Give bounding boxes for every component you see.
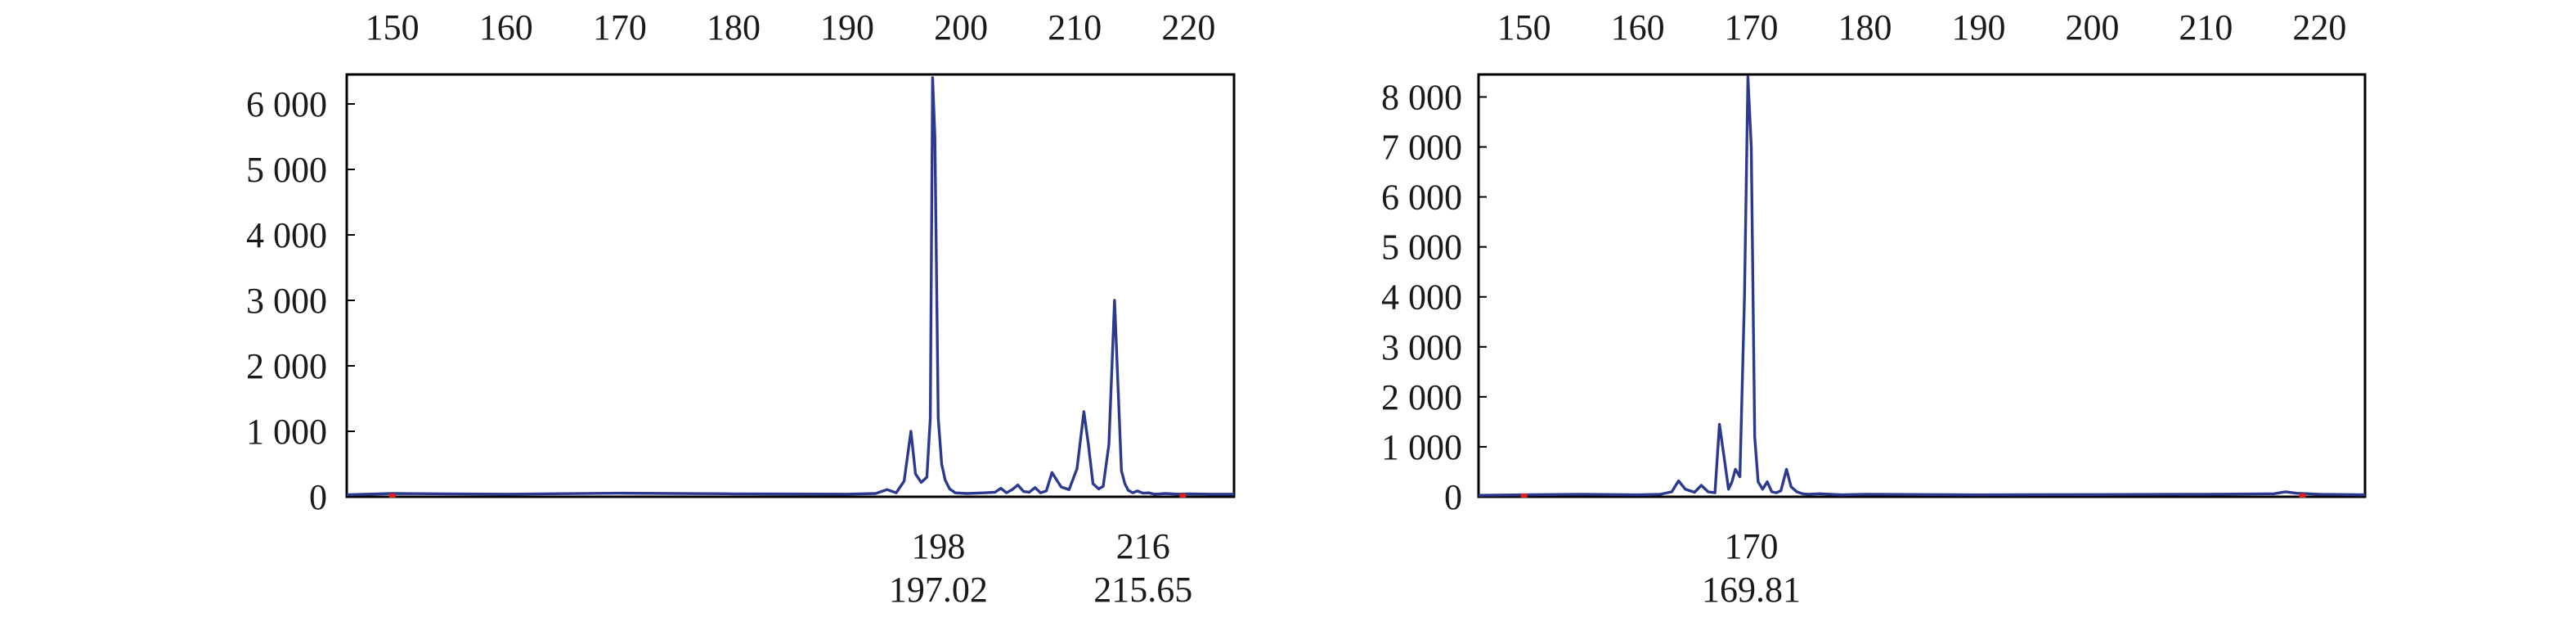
y-tick-label-right: 7 000 (1381, 128, 1462, 168)
peak-nominal-label-left: 216 (1116, 526, 1170, 566)
x-tick-label-right: 160 (1611, 7, 1665, 47)
baseline-marker-left (1179, 494, 1187, 498)
y-tick-label-left: 6 000 (246, 84, 327, 124)
peak-measured-label-right: 169.81 (1702, 570, 1801, 610)
y-tick-label-right: 6 000 (1381, 178, 1462, 218)
y-tick-label-right: 1 000 (1381, 427, 1462, 467)
y-tick-label-right: 3 000 (1381, 327, 1462, 367)
x-tick-label-right: 210 (2179, 7, 2233, 47)
mass-spectrum-chart-left: 150 160 170 180 190 200 210 220 0 1 000 2 000 3 000… (246, 7, 1236, 610)
x-tick-label-left: 170 (593, 7, 647, 47)
peak-nominal-label-right: 170 (1725, 526, 1779, 566)
y-tick-label-left: 0 (309, 477, 327, 517)
y-tick-label-right: 4 000 (1381, 277, 1462, 318)
y-tick-label-left: 2 000 (246, 346, 327, 386)
x-tick-label-left: 160 (479, 7, 533, 47)
x-tick-label-left: 180 (707, 7, 761, 47)
x-tick-label-left: 200 (934, 7, 988, 47)
plot-area-left (345, 73, 1236, 498)
x-tick-label-right: 150 (1497, 7, 1551, 47)
y-tick-label-right: 2 000 (1381, 377, 1462, 417)
peak-nominal-label-left: 198 (911, 526, 965, 566)
x-tick-label-right: 220 (2292, 7, 2346, 47)
baseline-marker-right (1520, 494, 1528, 498)
y-tick-label-left: 5 000 (246, 150, 327, 190)
plot-area-right (1477, 73, 2367, 498)
y-tick-label-right: 0 (1444, 477, 1462, 517)
x-tick-label-left: 190 (820, 7, 874, 47)
y-tick-label-left: 4 000 (246, 215, 327, 255)
peak-measured-label-left: 197.02 (889, 570, 988, 610)
baseline-marker-right (2299, 494, 2306, 498)
y-tick-label-right: 5 000 (1381, 228, 1462, 268)
x-tick-label-left: 210 (1048, 7, 1102, 47)
x-tick-label-right: 180 (1838, 7, 1892, 47)
spectrum-trace-right (1478, 75, 2366, 497)
x-tick-label-left: 150 (366, 7, 420, 47)
y-tick-label-left: 1 000 (246, 412, 327, 452)
mass-spectrum-chart-right: 150 160 170 180 190 200 210 220 0 1 000 2 000 3 000… (1381, 7, 2367, 610)
baseline-marker-left (388, 494, 396, 498)
x-tick-label-right: 190 (1951, 7, 2005, 47)
x-tick-label-right: 170 (1725, 7, 1779, 47)
y-tick-label-left: 3 000 (246, 281, 327, 321)
peak-measured-label-left: 215.65 (1093, 570, 1192, 610)
y-tick-label-right: 8 000 (1381, 77, 1462, 117)
spectrum-trace-left (346, 76, 1234, 497)
x-tick-label-left: 220 (1161, 7, 1215, 47)
x-tick-label-right: 200 (2065, 7, 2119, 47)
